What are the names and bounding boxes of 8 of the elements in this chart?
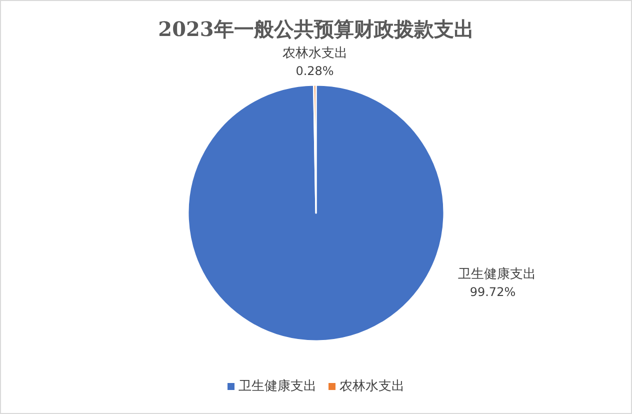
data-label: 99.72% (470, 284, 516, 299)
pie-slice (187, 84, 445, 342)
data-label: 0.28% (296, 64, 334, 78)
slice-label: 农林水支出 (282, 46, 348, 62)
legend-label: 卫生健康支出 (238, 379, 316, 394)
chart-title: 2023年一般公共预算财政拨款支出 (158, 17, 474, 41)
legend-label: 农林水支出 (340, 379, 404, 394)
slice-label: 卫生健康支出 (458, 266, 536, 282)
